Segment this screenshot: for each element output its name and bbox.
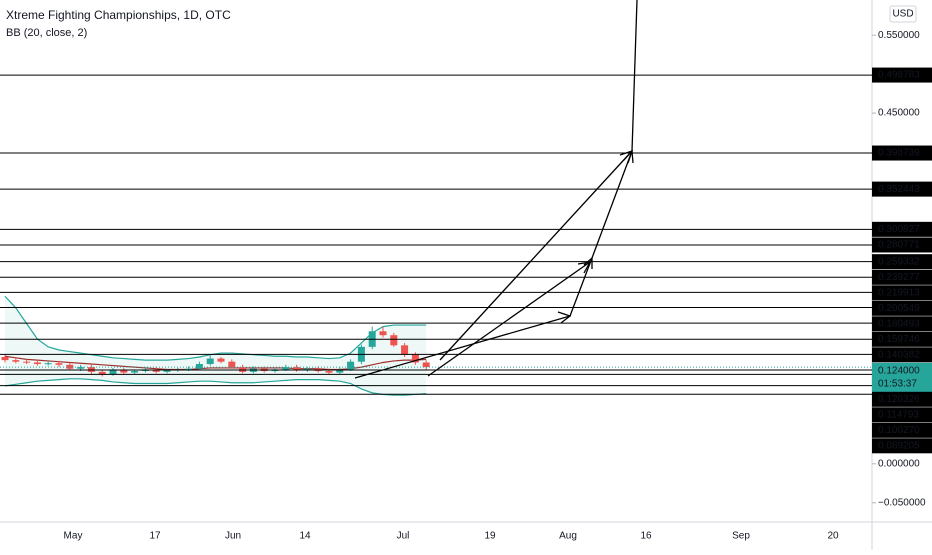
candle-body bbox=[282, 367, 290, 370]
candle-body bbox=[33, 362, 41, 365]
candle-body bbox=[379, 331, 387, 336]
level-label: 0.200549 bbox=[878, 303, 920, 314]
candle-body bbox=[239, 367, 247, 372]
candle-body bbox=[77, 367, 85, 369]
x-tick-label: 17 bbox=[149, 531, 161, 542]
indicator-label: BB (20, close, 2) bbox=[6, 27, 87, 39]
level-label: 0.352443 bbox=[878, 184, 920, 195]
candle-body bbox=[87, 367, 95, 372]
level-label: 0.159746 bbox=[878, 334, 920, 345]
level-label: 0.498783 bbox=[878, 70, 920, 81]
x-tick-label: 19 bbox=[484, 531, 496, 542]
candle-body bbox=[120, 370, 128, 373]
countdown: 01:53:37 bbox=[878, 378, 917, 389]
candle-body bbox=[303, 368, 311, 371]
candle-body bbox=[12, 360, 20, 362]
x-tick-label: May bbox=[64, 531, 83, 542]
candle-body bbox=[98, 371, 106, 375]
level-label: 0.219913 bbox=[878, 287, 920, 298]
candle-body bbox=[152, 369, 160, 372]
x-tick-label: 20 bbox=[827, 531, 839, 542]
candle-body bbox=[422, 362, 430, 368]
x-tick-label: Sep bbox=[732, 531, 750, 542]
x-tick-label: Jun bbox=[225, 531, 241, 542]
bb-fill bbox=[5, 296, 427, 396]
level-label: 0.120326 bbox=[878, 394, 920, 405]
currency-box[interactable] bbox=[889, 5, 917, 23]
level-label-box bbox=[872, 316, 932, 332]
level-label-box bbox=[872, 254, 932, 270]
candle-body bbox=[411, 354, 419, 363]
level-label: 0.140382 bbox=[878, 349, 920, 360]
currency[interactable]: USD bbox=[892, 9, 913, 20]
candle-body bbox=[44, 363, 52, 365]
y-tick-label: 0.550000 bbox=[878, 30, 920, 41]
level-label: 0.089205 bbox=[878, 440, 920, 451]
candle-body bbox=[1, 357, 9, 361]
level-label: 0.180493 bbox=[878, 318, 920, 329]
candle-body bbox=[131, 371, 139, 373]
y-tick-label: −0.050000 bbox=[878, 497, 926, 508]
level-label-box bbox=[872, 347, 932, 363]
level-label-box bbox=[872, 145, 932, 161]
level-label-box bbox=[872, 269, 932, 285]
current-price: 0.124000 bbox=[878, 365, 920, 376]
candle-body bbox=[401, 345, 409, 355]
candle-body bbox=[390, 335, 398, 346]
candle-body bbox=[228, 361, 236, 368]
level-label-box bbox=[872, 285, 932, 301]
candle-body bbox=[163, 370, 171, 372]
candle-body bbox=[23, 361, 31, 363]
level-label-box bbox=[872, 221, 932, 237]
bb-basis bbox=[4, 355, 427, 371]
level-label-box bbox=[872, 331, 932, 347]
candle-body bbox=[347, 361, 355, 370]
chart-title: Xtreme Fighting Championships, 1D, OTC bbox=[6, 8, 231, 22]
y-tick-label: 0.450000 bbox=[878, 108, 920, 119]
level-label-box bbox=[872, 237, 932, 253]
y-tick-label: 0.000000 bbox=[878, 458, 920, 469]
level-label-box bbox=[872, 422, 932, 438]
x-tick-label: 16 bbox=[640, 531, 652, 542]
level-label: 0.114793 bbox=[878, 409, 919, 420]
level-label: 0.259332 bbox=[878, 256, 920, 267]
drawings bbox=[354, 0, 638, 379]
level-label: 0.100270 bbox=[878, 425, 920, 436]
level-label-box bbox=[872, 300, 932, 316]
level-label-box bbox=[872, 438, 932, 454]
x-tick-label: 14 bbox=[299, 531, 311, 542]
candle-body bbox=[217, 358, 225, 362]
candle-body bbox=[336, 369, 344, 373]
level-label-box bbox=[872, 181, 932, 197]
level-label: 0.280771 bbox=[878, 240, 920, 251]
candle-body bbox=[185, 368, 193, 370]
level-label: 0.398739 bbox=[878, 148, 920, 159]
candle-body bbox=[109, 370, 117, 375]
x-tick-label: Aug bbox=[559, 531, 577, 542]
level-label: 0.300827 bbox=[878, 224, 920, 235]
level-label-box bbox=[872, 407, 932, 423]
level-label-box bbox=[872, 67, 932, 83]
candle-body bbox=[325, 371, 333, 373]
candle-body bbox=[55, 363, 63, 365]
x-tick-label: Jul bbox=[397, 531, 410, 542]
candle-body bbox=[195, 364, 203, 369]
level-label-box bbox=[872, 391, 932, 407]
candle-body bbox=[293, 367, 301, 371]
current-price-box bbox=[872, 362, 932, 393]
bb-lower bbox=[4, 378, 427, 396]
candle-body bbox=[206, 358, 214, 365]
level-label: 0.239277 bbox=[878, 272, 920, 283]
